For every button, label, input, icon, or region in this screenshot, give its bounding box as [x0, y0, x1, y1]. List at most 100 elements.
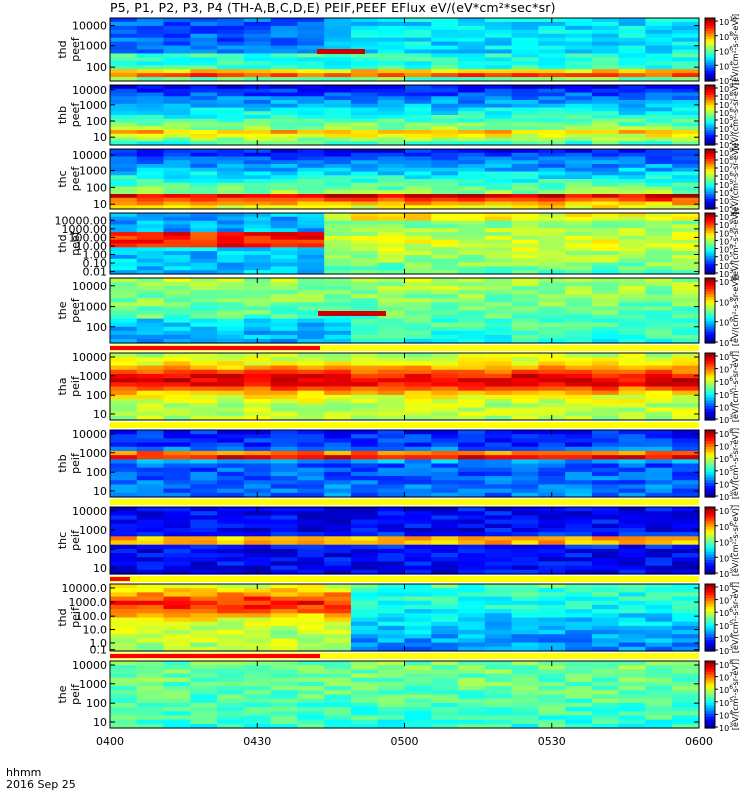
spectrogram-cell	[645, 365, 673, 371]
spectrogram-cell	[110, 262, 138, 267]
spectrogram-cell	[431, 220, 459, 226]
spectrogram-cell	[377, 399, 406, 404]
colorbar-swatch	[705, 206, 715, 210]
spectrogram-cell	[565, 511, 593, 516]
spectrogram-cell	[243, 523, 272, 529]
colorbar-swatch	[705, 85, 715, 89]
spectrogram-cell	[431, 194, 459, 199]
spectrogram-cell	[163, 235, 191, 241]
spectrogram-cell	[297, 476, 325, 481]
spectrogram-cell	[190, 711, 218, 717]
spectrogram-cell	[538, 182, 566, 188]
spectrogram-cell	[136, 600, 165, 606]
spectrogram-cell	[243, 41, 272, 47]
spectrogram-cell	[270, 492, 299, 498]
spectrogram-cell	[484, 73, 513, 78]
spectrogram-cell	[350, 527, 379, 533]
spectrogram-cell	[538, 25, 566, 31]
spectrogram-cell	[243, 298, 272, 303]
spectrogram-cell	[618, 186, 647, 191]
spectrogram-cell	[136, 201, 165, 206]
spectrogram-cell	[163, 149, 191, 154]
spectrogram-cell	[136, 638, 165, 644]
spectrogram-cell	[243, 386, 272, 392]
spectrogram-cell	[618, 45, 647, 51]
spectrogram-cell	[243, 111, 272, 116]
spectrogram-cell	[243, 438, 272, 444]
colorbar-swatch	[705, 597, 715, 602]
spectrogram-cell	[324, 88, 352, 94]
spectrogram-cell	[110, 378, 138, 383]
spectrogram-cell	[324, 613, 352, 619]
spectrogram-cell	[217, 715, 245, 721]
spectrogram-cell	[645, 243, 673, 248]
spectrogram-cell	[217, 471, 245, 477]
spectrogram-cell	[591, 548, 620, 554]
spectrogram-cell	[377, 294, 406, 299]
spectrogram-cell	[458, 235, 486, 241]
spectrogram-cell	[110, 290, 138, 295]
spectrogram-cell	[377, 467, 406, 473]
spectrogram-cell	[297, 673, 325, 679]
spectrogram-cell	[565, 463, 593, 469]
spectrogram-cell	[270, 25, 299, 31]
spectrogram-cell	[270, 286, 299, 291]
colorbar-swatch	[705, 329, 715, 333]
spectrogram-cell	[404, 382, 432, 388]
spectrogram-cell	[217, 565, 245, 571]
spectrogram-cell	[511, 665, 539, 670]
spectrogram-cell	[350, 476, 379, 481]
spectrogram-cell	[618, 609, 647, 614]
spectrogram-cell	[110, 565, 138, 571]
spectrogram-cell	[324, 65, 352, 70]
colorbar-frame	[704, 84, 716, 146]
spectrogram-cell	[458, 258, 486, 264]
spectrogram-cell	[190, 394, 218, 400]
spectrogram-cell	[324, 365, 352, 371]
spectrogram-cell	[377, 302, 406, 308]
spectrogram-cell	[672, 378, 700, 383]
spectrogram-cell	[297, 665, 325, 670]
spectrogram-cell	[324, 18, 352, 23]
spectrogram-cell	[136, 167, 165, 173]
spectrogram-cell	[511, 532, 539, 537]
spectrogram-cell	[618, 588, 647, 593]
spectrogram-cell	[297, 609, 325, 614]
spectrogram-cell	[591, 262, 620, 267]
spectrogram-cell	[458, 224, 486, 229]
spectrogram-cell	[377, 544, 406, 550]
spectrogram-cell	[484, 711, 513, 717]
spectrogram-cell	[270, 407, 299, 413]
spectrogram-cell	[511, 53, 539, 58]
spectrogram-cell	[110, 235, 138, 241]
spectrogram-cell	[377, 85, 406, 90]
spectrogram-cell	[511, 430, 539, 435]
spectrogram-cell	[618, 604, 647, 610]
spectrogram-cell	[484, 201, 513, 206]
spectrogram-cell	[645, 442, 673, 448]
spectrogram-cell	[190, 186, 218, 191]
y-tick-label: 10.0	[83, 624, 108, 637]
spectrogram-cell	[484, 53, 513, 58]
colorbar-swatch	[705, 223, 715, 227]
spectrogram-cell	[458, 532, 486, 537]
spectrogram-cell	[270, 318, 299, 324]
spectrogram-cell	[672, 77, 700, 82]
spectrogram-cell	[565, 690, 593, 696]
spectrogram-cell	[190, 523, 218, 529]
spectrogram-cell	[377, 604, 406, 610]
spectrogram-cell	[324, 266, 352, 271]
spectrogram-cell	[377, 353, 406, 358]
spectrogram-cell	[484, 18, 513, 23]
spectrogram-cell	[672, 213, 700, 218]
spectrogram-cell	[565, 235, 593, 241]
spectrogram-cell	[270, 415, 299, 421]
spectrogram-cell	[110, 446, 138, 452]
spectrogram-cell	[538, 239, 566, 245]
spectrogram-cell	[591, 164, 620, 169]
spectrogram-cell	[270, 434, 299, 439]
spectrogram-cell	[458, 156, 486, 161]
spectrogram-cell	[217, 235, 245, 241]
spectrogram-cell	[458, 357, 486, 362]
spectrogram-cell	[591, 434, 620, 439]
